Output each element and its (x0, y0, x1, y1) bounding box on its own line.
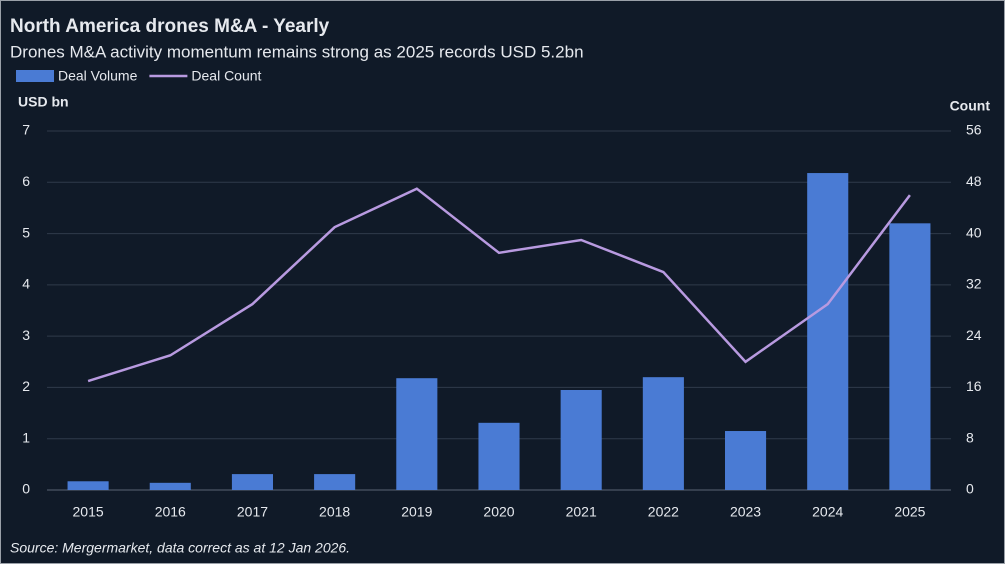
x-tick-label: 2016 (155, 504, 186, 520)
bar (642, 377, 684, 490)
y2-tick-label: 16 (966, 378, 982, 394)
y-tick-label: 5 (22, 224, 30, 240)
y-tick-label: 0 (22, 481, 30, 497)
chart-subtitle: Drones M&A activity momentum remains str… (10, 42, 584, 61)
bar (807, 173, 849, 490)
y-tick-label: 7 (22, 122, 30, 138)
bar (67, 481, 109, 490)
legend-label: Deal Count (191, 68, 261, 84)
y-tick-label: 2 (22, 378, 30, 394)
source-note: Source: Mergermarket, data correct as at… (10, 540, 350, 556)
bar (149, 482, 191, 490)
x-tick-label: 2023 (730, 504, 761, 520)
y2-tick-label: 32 (966, 276, 982, 292)
y-tick-label: 1 (22, 429, 30, 445)
y2-tick-label: 56 (966, 122, 982, 138)
line (87, 187, 911, 383)
x-tick-label: 2019 (401, 504, 432, 520)
x-tick-label: 2025 (894, 504, 925, 520)
y-axis-label: USD bn (18, 94, 69, 110)
x-tick-label: 2015 (73, 504, 104, 520)
chart-title: North America drones M&A - Yearly (10, 16, 330, 37)
legend-label: Deal Volume (58, 68, 138, 84)
y-tick-label: 6 (22, 173, 30, 189)
x-tick-label: 2022 (648, 504, 679, 520)
legend-swatch (16, 70, 54, 82)
bar (396, 378, 438, 490)
y2-tick-label: 48 (966, 173, 982, 189)
bar (889, 223, 931, 491)
x-tick-label: 2021 (566, 504, 597, 520)
y-tick-label: 4 (22, 276, 30, 292)
y2-axis-label: Count (950, 98, 991, 114)
x-tick-label: 2018 (319, 504, 350, 520)
y2-tick-label: 24 (966, 327, 982, 343)
x-tick-label: 2017 (237, 504, 268, 520)
bar (314, 474, 356, 490)
bar (231, 474, 273, 490)
y2-tick-label: 0 (966, 481, 974, 497)
x-tick-label: 2024 (812, 504, 843, 520)
y2-tick-label: 8 (966, 429, 974, 445)
x-tick-label: 2020 (483, 504, 514, 520)
y2-tick-label: 40 (966, 224, 982, 240)
bar (478, 422, 520, 490)
bar (725, 431, 767, 490)
y-tick-label: 3 (22, 327, 30, 343)
bar (560, 389, 602, 490)
